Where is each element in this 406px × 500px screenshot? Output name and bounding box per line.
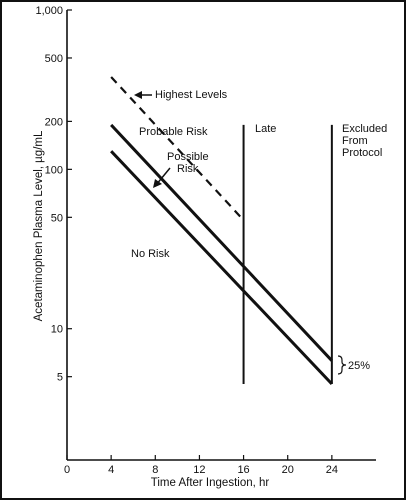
arrow-possible-risk xyxy=(153,167,171,188)
label-excluded-1: Excluded xyxy=(342,123,387,135)
axes xyxy=(66,10,376,461)
label-excluded-2: From xyxy=(342,135,368,147)
label-25-percent: 25% xyxy=(348,360,370,372)
x-tick-label: 12 xyxy=(193,464,205,476)
y-tick-label: 100 xyxy=(45,164,63,176)
y-tick-label: 500 xyxy=(45,53,63,65)
x-tick-label: 20 xyxy=(282,464,294,476)
percent-brace xyxy=(337,355,347,375)
y-ticks: 5 10 50 100 200 500 1,000 xyxy=(35,5,72,384)
label-excluded-3: Protocol xyxy=(342,147,382,159)
x-tick-label: 24 xyxy=(326,464,338,476)
arrow-highest-levels xyxy=(134,91,152,99)
x-tick-label: 16 xyxy=(237,464,249,476)
y-tick-label: 10 xyxy=(51,324,63,336)
label-possible-risk-1: Possible xyxy=(167,151,209,163)
label-highest-levels: Highest Levels xyxy=(155,89,228,101)
y-tick-label: 5 xyxy=(57,372,63,384)
y-tick-label: 200 xyxy=(45,116,63,128)
series-line-2 xyxy=(110,150,333,386)
series-lines xyxy=(110,76,333,386)
series-line-0 xyxy=(110,76,245,221)
label-no-risk: No Risk xyxy=(131,248,170,260)
y-axis-title: Acetaminophen Plasma Level, µg/mL xyxy=(33,130,45,321)
label-probable-risk: Probable Risk xyxy=(139,126,208,138)
x-axis-title: Time After Ingestion, hr xyxy=(151,477,270,489)
label-possible-risk-2: Risk xyxy=(177,163,199,175)
series-line-1 xyxy=(110,123,333,362)
vertical-lines xyxy=(242,124,333,384)
y-tick-label: 50 xyxy=(51,212,63,224)
x-tick-label: 8 xyxy=(152,464,158,476)
label-late: Late xyxy=(255,123,276,135)
y-tick-label: 1,000 xyxy=(35,5,63,17)
x-tick-label: 0 xyxy=(64,464,70,476)
x-tick-label: 4 xyxy=(108,464,114,476)
x-ticks: 0 4 8 12 16 20 24 xyxy=(64,455,338,476)
